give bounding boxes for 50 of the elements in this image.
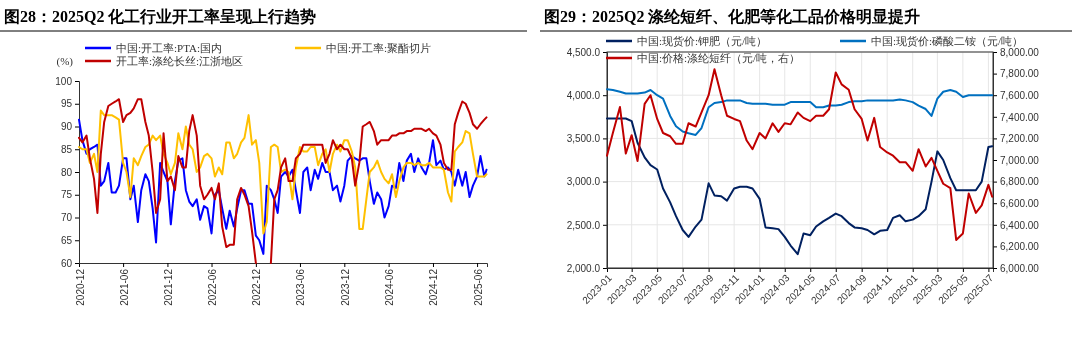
line-series	[606, 88, 994, 136]
y2-tick-label: 7,400.00	[1000, 111, 1040, 123]
y-tick-label: 2,500.0	[566, 219, 601, 231]
y2-tick-label: 7,200.00	[1000, 133, 1040, 145]
x-tick-label: 2024-12	[428, 268, 440, 306]
legend-label: 中国:现货价:磷酸二铵（元/吨）	[871, 35, 1024, 47]
y-tick-label: 95	[60, 98, 73, 110]
x-tick-label: 2020-12	[74, 268, 86, 306]
y2-tick-label: 7,600.00	[1000, 89, 1040, 101]
y-axis-title: (%)	[56, 55, 74, 68]
y2-tick-label: 6,800.00	[1000, 176, 1040, 188]
y-tick-label: 80	[60, 166, 73, 178]
y-tick-label: 60	[60, 257, 73, 269]
y-tick-label: 85	[60, 143, 73, 155]
chart-title: 图29：2025Q2 涤纶短纤、化肥等化工品价格明显提升	[544, 8, 921, 25]
y-tick-label: 75	[60, 189, 73, 201]
legend-label: 中国:开工率:PTA:国内	[116, 42, 223, 54]
line-series	[606, 68, 994, 241]
legend-label: 开工率:涤纶长丝:江浙地区	[116, 55, 244, 67]
y-tick-label: 4,500.0	[566, 46, 601, 58]
x-tick-label: 2022-06	[207, 268, 219, 306]
y-tick-label: 100	[55, 75, 73, 87]
y2-tick-label: 7,800.00	[1000, 68, 1040, 80]
y-tick-label: 90	[60, 121, 73, 133]
x-tick-label: 2021-06	[118, 268, 130, 306]
y-tick-label: 70	[60, 212, 73, 224]
y-tick-label: 3,000.0	[566, 176, 601, 188]
line-series	[606, 117, 994, 256]
y-tick-label: 3,500.0	[566, 133, 601, 145]
line-series	[78, 118, 488, 255]
y2-tick-label: 6,200.00	[1000, 241, 1040, 253]
y2-tick-label: 6,600.00	[1000, 197, 1040, 209]
legend-label: 中国:价格:涤纶短纤（元/吨，右）	[637, 52, 801, 64]
x-tick-label: 2023-06	[295, 268, 307, 306]
x-tick-label: 2024-06	[384, 268, 396, 306]
y-tick-label: 4,000.0	[566, 89, 601, 101]
x-tick-label: 2025-06	[472, 268, 484, 306]
y-tick-label: 65	[60, 234, 73, 246]
y2-tick-label: 6,000.00	[1000, 262, 1040, 274]
legend-label: 中国:开工率:聚酯切片	[326, 42, 432, 54]
y2-tick-label: 7,000.00	[1000, 154, 1040, 166]
y2-tick-label: 6,400.00	[1000, 219, 1040, 231]
y-tick-label: 2,000.0	[566, 262, 601, 274]
x-tick-label: 2022-12	[251, 268, 263, 306]
x-tick-label: 2021-12	[162, 268, 174, 306]
line-series	[78, 109, 488, 235]
legend-label: 中国:现货价:钾肥（元/吨）	[637, 35, 768, 47]
chart-title: 图28：2025Q2 化工行业开工率呈现上行趋势	[4, 7, 317, 25]
y2-tick-label: 8,000.00	[1000, 46, 1040, 58]
x-tick-label: 2023-12	[339, 268, 351, 306]
